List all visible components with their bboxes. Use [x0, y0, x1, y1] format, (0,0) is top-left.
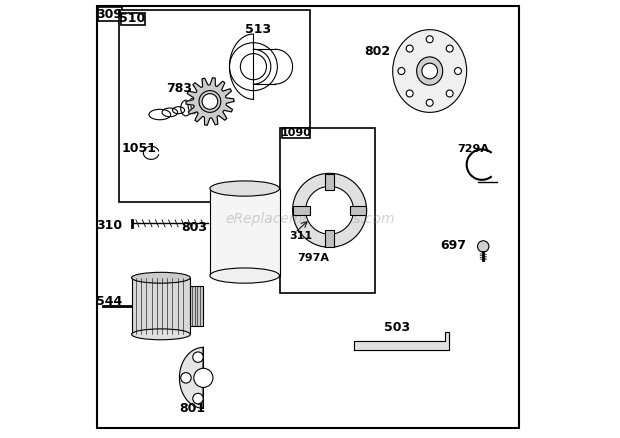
Text: 1090: 1090 [280, 128, 311, 138]
Polygon shape [306, 186, 353, 234]
Circle shape [454, 67, 461, 74]
Polygon shape [179, 347, 203, 408]
Circle shape [194, 368, 213, 388]
Bar [210, 188, 280, 276]
Ellipse shape [131, 329, 190, 340]
Circle shape [477, 241, 489, 252]
Circle shape [181, 373, 191, 383]
Ellipse shape [417, 57, 443, 85]
Text: 510: 510 [119, 12, 146, 25]
Polygon shape [325, 174, 334, 190]
Circle shape [406, 90, 413, 97]
Circle shape [344, 194, 355, 205]
Bar [281, 127, 310, 138]
Circle shape [446, 90, 453, 97]
Text: 311: 311 [289, 230, 312, 240]
Circle shape [406, 45, 413, 52]
Text: 729A: 729A [457, 145, 489, 154]
Circle shape [193, 352, 203, 362]
Ellipse shape [131, 272, 190, 283]
Bar [121, 13, 144, 25]
Text: 310: 310 [96, 219, 122, 232]
Text: 544: 544 [95, 295, 122, 308]
Text: 503: 503 [384, 321, 410, 334]
Text: 513: 513 [245, 23, 271, 36]
Circle shape [422, 63, 438, 79]
Circle shape [426, 36, 433, 43]
Circle shape [193, 393, 203, 404]
Text: 697: 697 [441, 239, 467, 251]
Polygon shape [293, 173, 366, 247]
Polygon shape [293, 205, 309, 215]
Polygon shape [353, 332, 450, 350]
Bar [131, 278, 190, 334]
Bar [97, 7, 122, 21]
Circle shape [426, 99, 433, 106]
Text: 797: 797 [312, 193, 339, 206]
Text: 309: 309 [96, 7, 122, 21]
Bar [280, 127, 375, 293]
Ellipse shape [210, 181, 280, 196]
Polygon shape [186, 78, 234, 125]
Text: 797A: 797A [298, 253, 329, 263]
Ellipse shape [392, 30, 467, 113]
Text: 801: 801 [179, 402, 206, 415]
Polygon shape [325, 230, 334, 247]
Polygon shape [350, 205, 366, 215]
Circle shape [202, 94, 218, 110]
Circle shape [446, 45, 453, 52]
Text: 783: 783 [166, 82, 192, 95]
Bar [118, 10, 310, 201]
Circle shape [398, 67, 405, 74]
Text: eReplacementParts.com: eReplacementParts.com [225, 212, 395, 226]
Text: 803: 803 [182, 221, 208, 234]
Ellipse shape [210, 268, 280, 283]
Bar [190, 286, 203, 326]
Text: 802: 802 [365, 45, 391, 58]
Circle shape [347, 197, 352, 202]
Text: 1051: 1051 [122, 141, 157, 155]
